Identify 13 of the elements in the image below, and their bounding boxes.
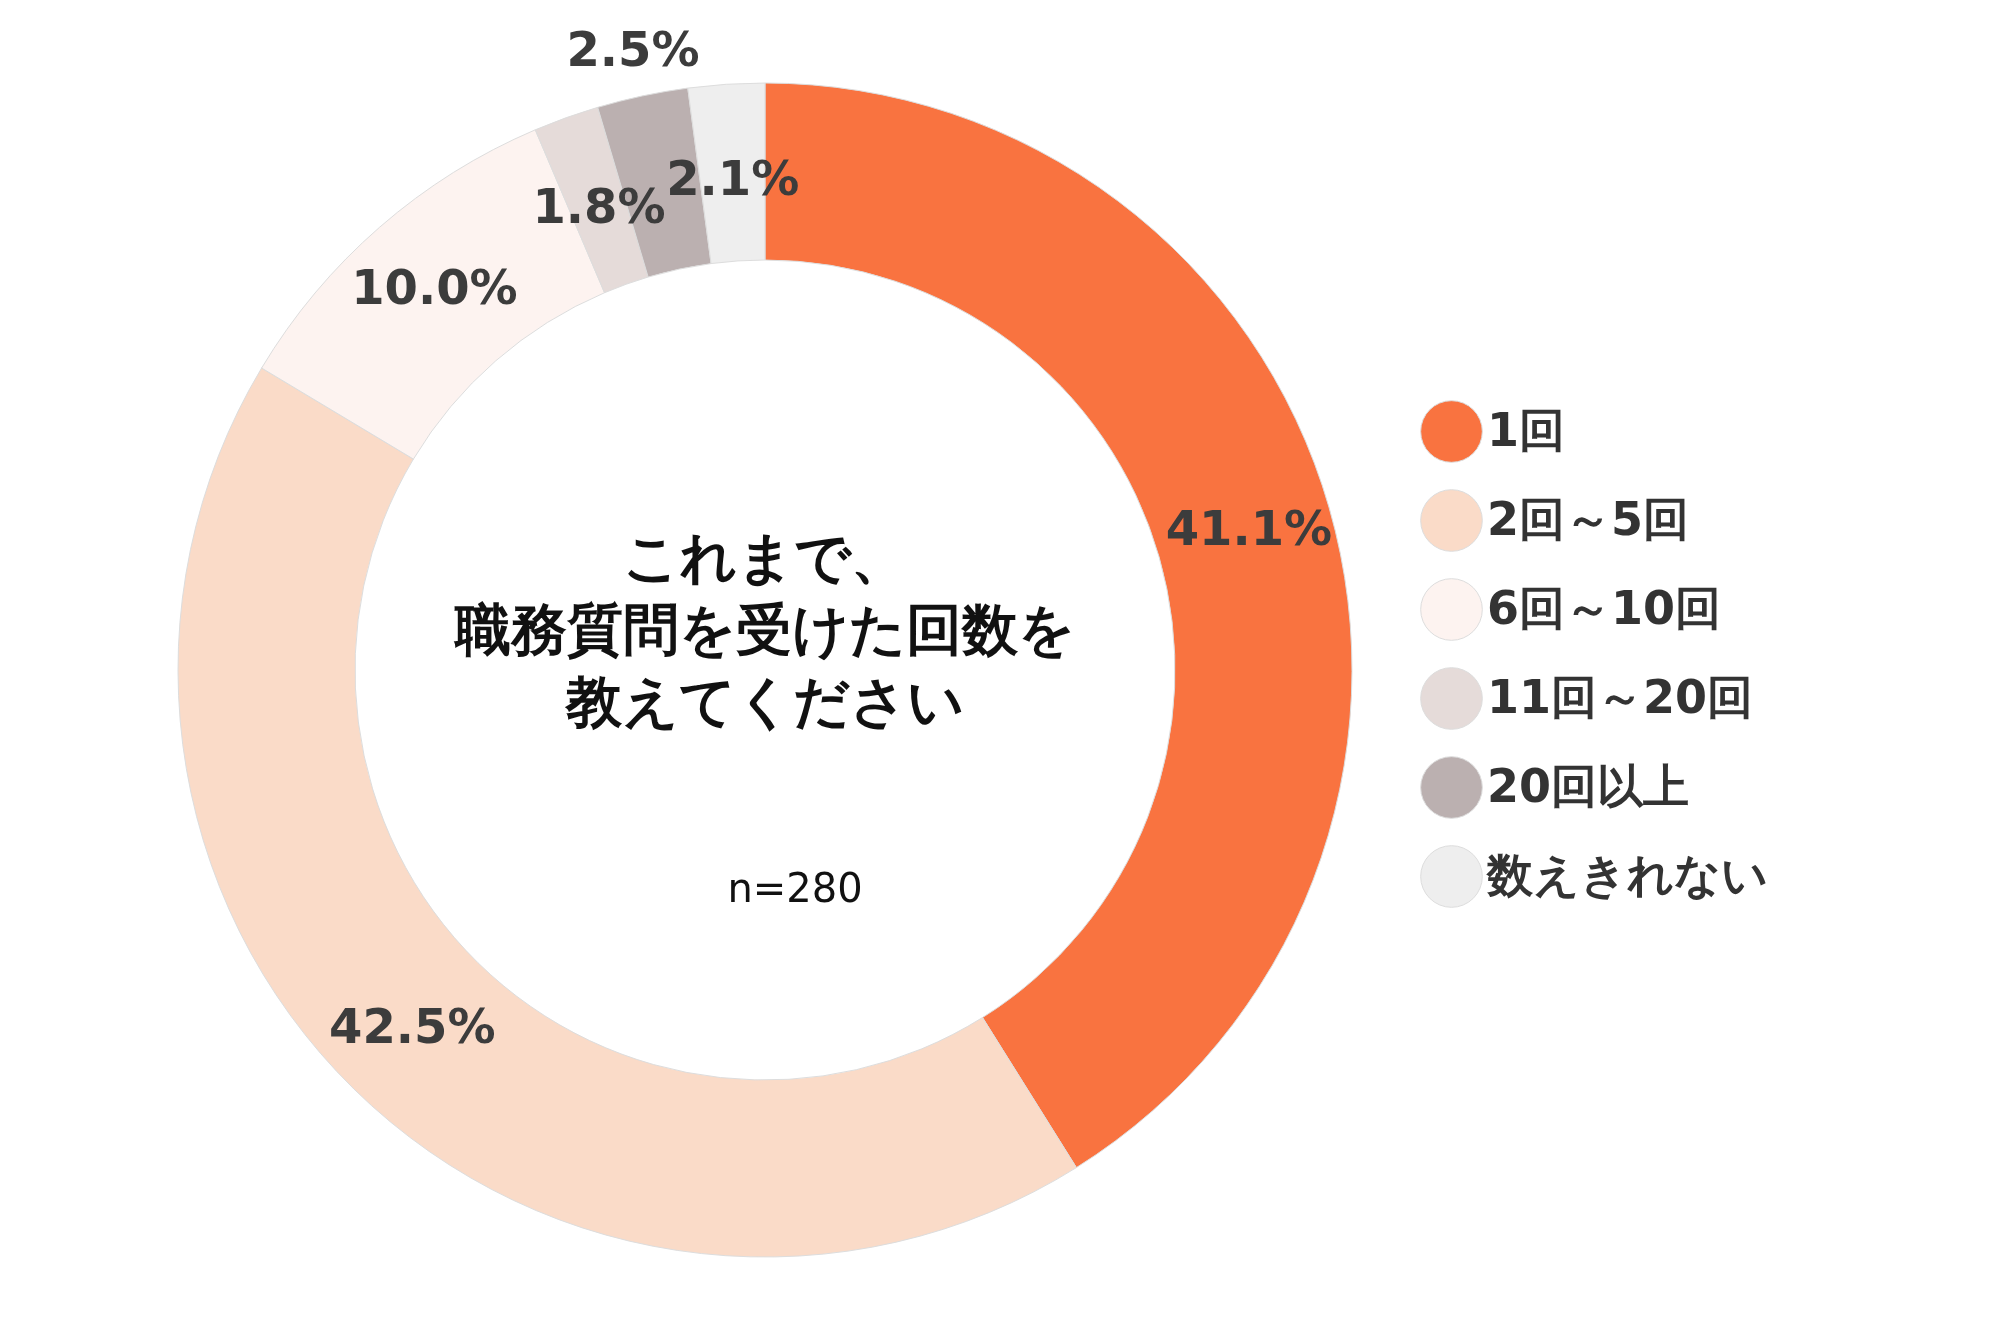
- legend-label: 2回～5回: [1487, 491, 1690, 546]
- data-label: 10.0%: [351, 259, 518, 316]
- data-label: 2.5%: [566, 20, 700, 77]
- text: これまで、職務質問を受けた回数を教えてください: [453, 525, 1075, 734]
- text: n=280: [727, 865, 863, 911]
- legend-label: 1回: [1487, 402, 1566, 457]
- legend-label: 20回以上: [1487, 758, 1690, 813]
- data-label: 1.8%: [532, 177, 666, 234]
- data-label: 41.1%: [1165, 500, 1333, 557]
- data-label: 42.5%: [329, 998, 496, 1055]
- legend-label: 11回～20回: [1487, 669, 1754, 724]
- legend-label: 6回～10回: [1487, 580, 1722, 635]
- legend-label: 数えきれない: [1486, 847, 1768, 902]
